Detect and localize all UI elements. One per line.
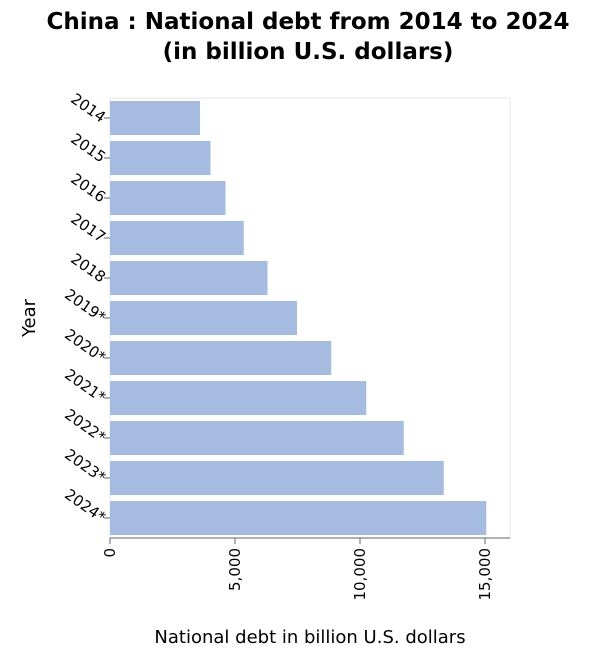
bar-2022-projected xyxy=(110,421,404,455)
y-tick-label: 2016 xyxy=(67,170,109,207)
x-tick-label: 15,000 xyxy=(476,548,494,601)
x-tick-label: 5,000 xyxy=(226,548,244,591)
y-tick-label: 2014 xyxy=(67,90,109,127)
bars-group xyxy=(110,101,487,535)
bar-2018 xyxy=(110,261,268,295)
x-axis-label: National debt in billion U.S. dollars xyxy=(154,627,465,648)
y-tick-label: 2017 xyxy=(67,210,109,247)
y-tick-label: 2020* xyxy=(61,325,109,366)
y-tick-label: 2015 xyxy=(67,130,109,167)
bar-2019-projected xyxy=(110,301,297,335)
y-tick-label: 2019* xyxy=(61,285,109,326)
y-tick-label: 2018 xyxy=(67,250,109,287)
y-tick-label: 2022* xyxy=(61,405,109,446)
bar-2021-projected xyxy=(110,381,367,415)
y-axis-label: Year xyxy=(19,298,40,338)
bar-2016 xyxy=(110,181,226,215)
chart-title-line1: China : National debt from 2014 to 2024 xyxy=(47,9,570,35)
y-axis: 201420152016201720182019*2020*2021*2022*… xyxy=(61,90,110,527)
bar-2023-projected xyxy=(110,461,444,495)
x-tick-label: 10,000 xyxy=(351,548,369,601)
bar-2014 xyxy=(110,101,200,135)
chart-title-line2: (in billion U.S. dollars) xyxy=(163,39,454,65)
x-tick-label: 0 xyxy=(101,548,119,558)
bar-2017 xyxy=(110,221,244,255)
bar-2015 xyxy=(110,141,211,175)
y-tick-label: 2021* xyxy=(61,365,109,406)
x-axis: 0 5,000 10,000 15,000 xyxy=(101,537,510,601)
y-tick-label: 2024* xyxy=(61,485,109,526)
bar-2020-projected xyxy=(110,341,332,375)
bar-2024-projected xyxy=(110,501,487,535)
y-tick-label: 2023* xyxy=(61,445,109,486)
